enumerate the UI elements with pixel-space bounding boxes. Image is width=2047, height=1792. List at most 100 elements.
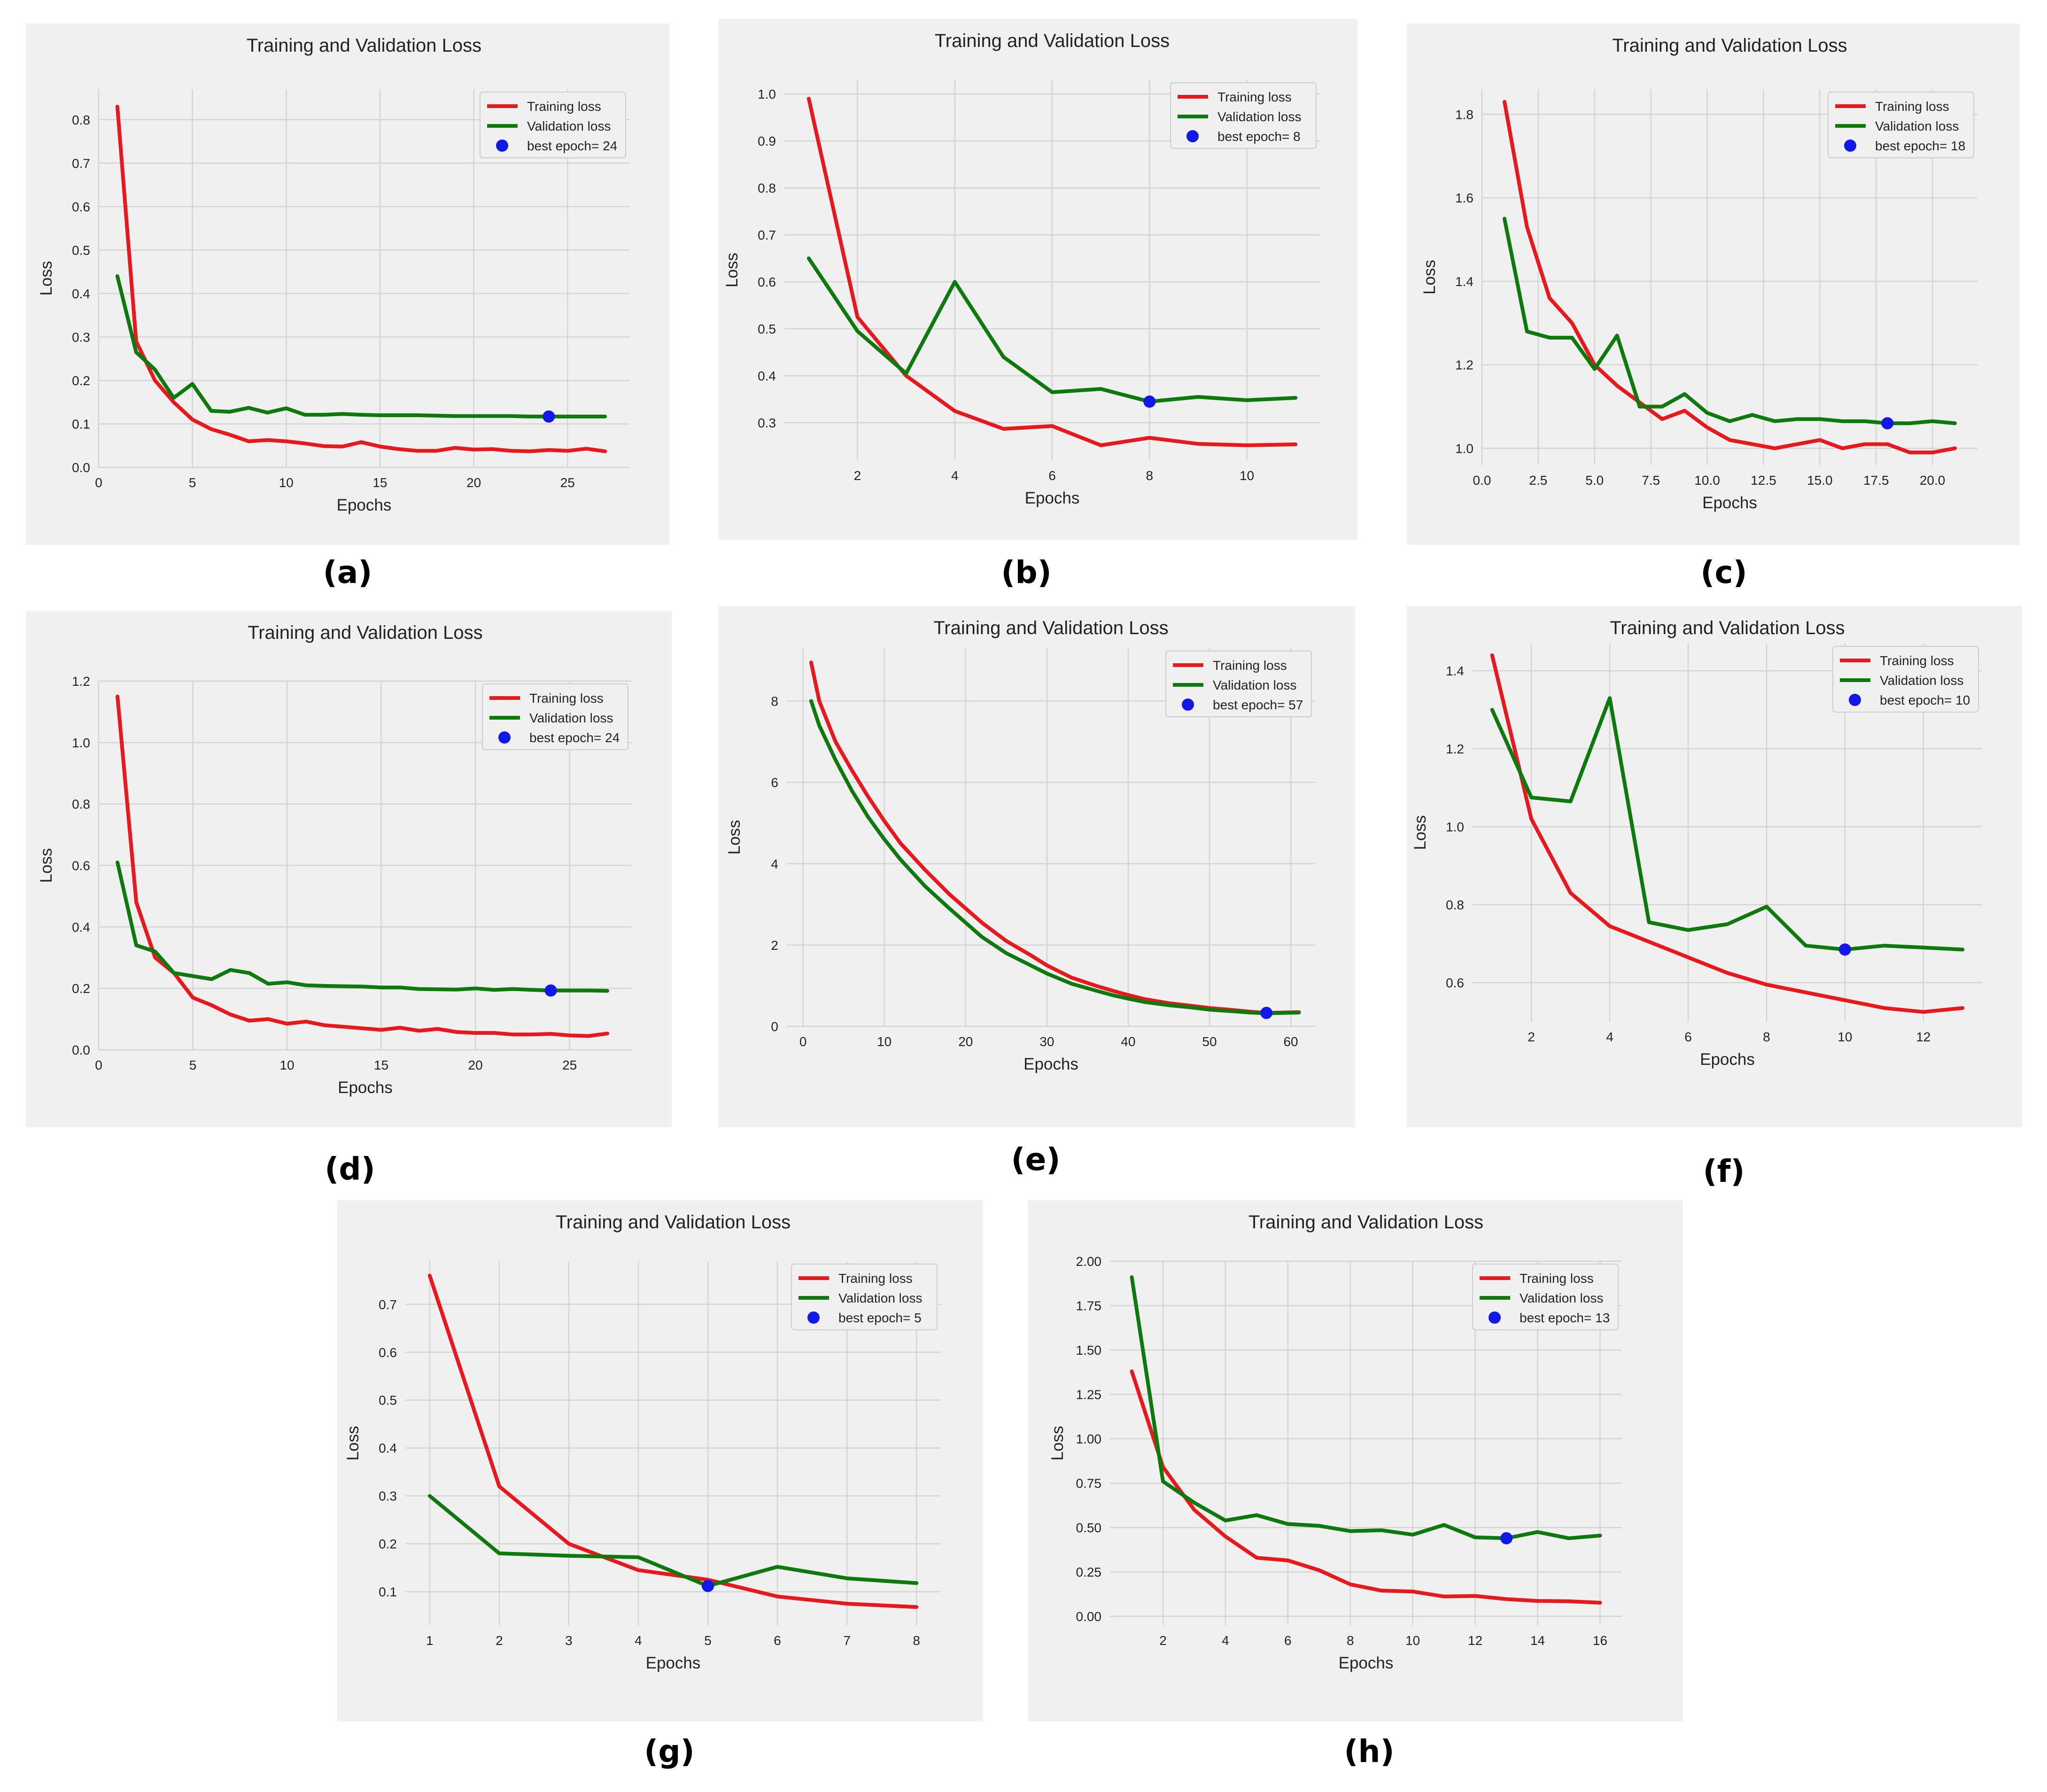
x-tick-label: 2 — [496, 1633, 503, 1648]
legend-entry: best epoch= 18 — [1875, 139, 1965, 153]
y-tick-label: 0.8 — [72, 797, 90, 812]
y-tick-label: 0.1 — [72, 417, 90, 431]
x-axis-label: Epochs — [337, 496, 392, 514]
legend-entry: Validation loss — [1217, 109, 1301, 124]
legend-box — [1170, 82, 1317, 149]
x-tick-label: 60 — [1283, 1034, 1298, 1049]
x-tick-label: 20 — [958, 1034, 973, 1049]
y-tick-label: 0.6 — [72, 859, 90, 873]
x-tick-label: 20 — [466, 475, 481, 490]
y-tick-label: 0.3 — [758, 416, 776, 430]
x-tick-label: 5.0 — [1585, 473, 1604, 488]
chart-title: Training and Validation Loss — [1610, 618, 1845, 638]
chart-panel-h: 0.00 0.25 0.50 0.75 1.00 1.25 1.50 1.75 2.00 2 4 6 8… — [1028, 1200, 1683, 1722]
legend-entry: Training loss — [527, 99, 601, 114]
y-tick-label: 8 — [771, 694, 778, 709]
y-tick-label: 0.9 — [758, 134, 776, 148]
x-tick-label: 12.5 — [1751, 473, 1776, 488]
legend-best-swatch — [1844, 140, 1856, 152]
y-tick-label: 0.2 — [72, 373, 90, 388]
chart-panel-f: 0.6 0.8 1.0 1.2 1.4 2 4 6 8 10 12 Training and Vali… — [1407, 606, 2022, 1127]
y-tick-label: 1.4 — [1446, 664, 1464, 678]
x-tick-label: 10.0 — [1694, 473, 1720, 488]
y-tick-label: 0.00 — [1076, 1609, 1102, 1624]
y-tick-label: 2 — [771, 938, 778, 953]
y-tick-label: 0.8 — [1446, 898, 1464, 912]
y-tick-label: 0.6 — [1446, 976, 1464, 990]
x-tick-label: 10 — [1405, 1633, 1420, 1648]
panel-label-b: (b) — [1001, 554, 1052, 590]
y-tick-label: 0.0 — [72, 1043, 90, 1057]
training-loss-line — [1490, 653, 1965, 1014]
y-tick-label: 1.0 — [758, 87, 776, 101]
training-loss-line — [115, 105, 607, 453]
legend-box — [482, 683, 628, 750]
x-tick-label: 6 — [1284, 1633, 1292, 1648]
training-loss-line — [116, 694, 609, 1038]
x-tick-label: 0 — [95, 1058, 102, 1072]
y-axis-label: Loss — [723, 253, 741, 287]
x-tick-label: 15 — [372, 475, 387, 490]
chart-svg: 0.6 0.8 1.0 1.2 1.4 2 4 6 8 10 12 Training and Vali… — [1407, 606, 2022, 1127]
y-axis-label: Loss — [344, 1426, 362, 1461]
y-tick-label: 0.4 — [379, 1441, 397, 1456]
x-tick-label: 6 — [774, 1633, 781, 1648]
y-tick-label: 0 — [771, 1019, 778, 1034]
x-tick-label: 10 — [279, 475, 294, 490]
chart-svg: 0.00 0.25 0.50 0.75 1.00 1.25 1.50 1.75 2.00 2 4 6 8… — [1028, 1200, 1683, 1722]
legend-entry: best epoch= 8 — [1217, 129, 1301, 144]
y-tick-label: 0.5 — [72, 243, 90, 257]
panel-label-g: (g) — [644, 1733, 695, 1769]
best-epoch-point — [1260, 1007, 1273, 1019]
y-tick-label: 1.0 — [1455, 441, 1473, 456]
x-tick-label: 2 — [1527, 1030, 1535, 1044]
chart-title: Training and Validation Loss — [1612, 35, 1847, 56]
chart-svg: 0.3 0.4 0.5 0.6 0.7 0.8 0.9 1.0 2 4 6 8 10 Training a… — [719, 19, 1357, 540]
chart-title: Training and Validation Loss — [248, 622, 482, 643]
x-tick-label: 4 — [1606, 1030, 1613, 1044]
x-tick-label: 0 — [799, 1034, 807, 1049]
chart-title: Training and Validation Loss — [556, 1212, 791, 1233]
x-tick-label: 5 — [189, 1058, 197, 1072]
y-tick-label: 0.50 — [1076, 1520, 1102, 1535]
legend-entry: Validation loss — [529, 711, 613, 725]
x-tick-label: 8 — [913, 1633, 920, 1648]
x-tick-label: 20.0 — [1920, 473, 1946, 488]
legend-box — [791, 1264, 938, 1330]
y-tick-label: 4 — [771, 857, 778, 871]
best-epoch-point — [702, 1580, 714, 1592]
y-tick-label: 0.7 — [758, 228, 776, 242]
legend-entry: Validation loss — [838, 1291, 922, 1305]
validation-loss-line — [1130, 1275, 1602, 1540]
x-tick-label: 25 — [560, 475, 575, 490]
y-axis-label: Loss — [37, 261, 55, 296]
x-tick-label: 10 — [1838, 1030, 1852, 1044]
x-axis-label: Epochs — [1339, 1654, 1394, 1672]
validation-loss-line — [1490, 696, 1965, 952]
chart-svg: 0.0 0.1 0.2 0.3 0.4 0.5 0.6 0.7 0.8 0 5 10 15 20 25 Tra… — [26, 23, 669, 545]
chart-panel-d: 0.0 0.2 0.4 0.6 0.8 1.0 1.2 0 5 10 15 20 25 Training … — [26, 611, 672, 1127]
legend-box — [1165, 651, 1312, 717]
x-tick-label: 2 — [854, 468, 861, 483]
training-loss-line — [806, 97, 1298, 447]
y-axis-label: Loss — [725, 820, 744, 855]
y-tick-label: 1.0 — [72, 736, 90, 750]
legend-entry: best epoch= 5 — [838, 1311, 922, 1325]
legend-best-swatch — [1849, 694, 1861, 706]
x-tick-label: 1 — [426, 1633, 434, 1648]
legend-entry: Training loss — [838, 1271, 913, 1286]
legend-best-swatch — [498, 731, 511, 744]
y-tick-label: 0.7 — [72, 156, 90, 171]
y-tick-label: 1.2 — [72, 674, 90, 689]
x-tick-label: 2 — [1159, 1633, 1167, 1648]
y-tick-label: 0.4 — [72, 920, 90, 934]
y-tick-label: 1.00 — [1076, 1432, 1102, 1446]
y-tick-label: 1.0 — [1446, 820, 1464, 834]
y-tick-label: 0.3 — [379, 1489, 397, 1504]
y-tick-label: 1.8 — [1455, 107, 1473, 122]
y-tick-label: 0.5 — [379, 1393, 397, 1408]
x-tick-label: 10 — [877, 1034, 892, 1049]
y-tick-label: 0.7 — [379, 1297, 397, 1312]
legend-entry: best epoch= 10 — [1880, 693, 1970, 707]
x-tick-label: 10 — [279, 1058, 294, 1072]
